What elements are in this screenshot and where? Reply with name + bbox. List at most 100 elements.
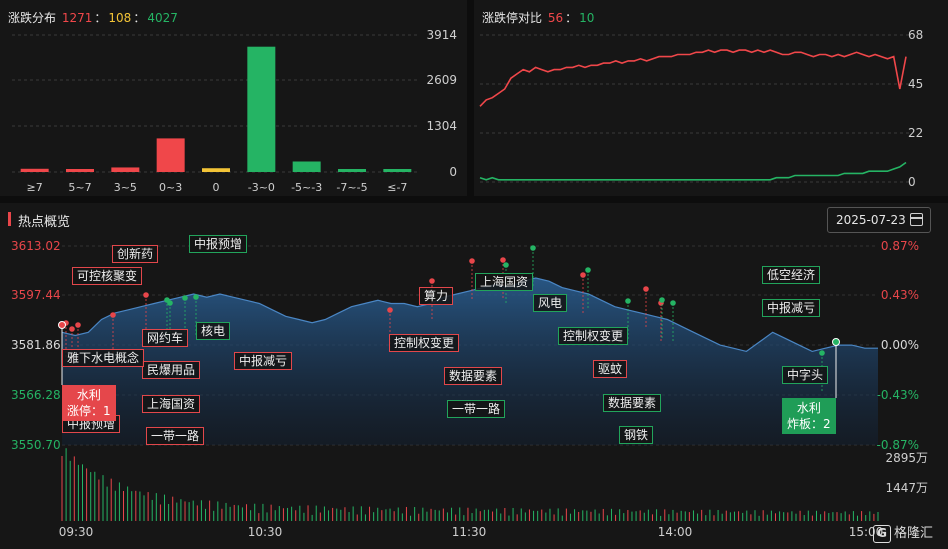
green-marker — [670, 300, 676, 306]
hotspot-title: 热点概览 — [8, 211, 70, 230]
dist-x-tick: 0~3 — [159, 181, 182, 194]
price-tick: 3581.86 — [11, 338, 61, 352]
featured-limit-up-name: 水利 — [76, 388, 101, 402]
tag-loss-reduction-green[interactable]: 中报减亏 — [762, 299, 821, 317]
dist-bar — [66, 169, 94, 172]
ratio-y-tick: 0 — [908, 175, 916, 189]
time-tick: 15:00 — [849, 525, 884, 539]
featured-broken-card[interactable]: 水利 炸板：2 — [782, 398, 836, 434]
tag-steel[interactable]: 钢铁 — [619, 426, 654, 444]
green-marker — [167, 300, 173, 306]
brand-logo-icon: G — [873, 525, 891, 543]
dist-x-tick: ≤-7 — [387, 181, 407, 194]
red-marker — [500, 257, 506, 263]
featured-red-marker — [58, 321, 66, 329]
dist-x-tick: -5~-3 — [291, 181, 322, 194]
green-marker — [585, 267, 591, 273]
green-marker — [625, 298, 631, 304]
red-marker — [75, 322, 81, 328]
limit-ratio-line-chart: 68 45 22 0 — [479, 28, 923, 189]
tag-nuclear-power[interactable]: 核电 — [196, 322, 231, 340]
tag-data-element-green[interactable]: 数据要素 — [603, 394, 662, 412]
dist-bar — [292, 161, 321, 172]
up-count: 1271 — [61, 11, 93, 25]
red-marker — [469, 258, 475, 264]
limit-down-count: 10 — [579, 11, 595, 25]
dist-x-tick: 0 — [213, 181, 220, 194]
limit-up-count: 56 — [547, 11, 564, 25]
green-marker — [193, 294, 199, 300]
dist-x-tick: 3~5 — [114, 181, 137, 194]
dist-x-tick: -3~0 — [248, 181, 275, 194]
pct-tick: -0.43% — [877, 388, 919, 402]
red-marker — [429, 278, 435, 284]
tag-belt-road-red[interactable]: 一带一路 — [146, 427, 205, 445]
time-tick: 09:30 — [59, 525, 94, 539]
tag-profit-increase-green[interactable]: 中报预增 — [189, 235, 248, 253]
pct-tick: -0.87% — [877, 438, 919, 452]
tag-loss-reduction-red[interactable]: 中报减亏 — [234, 352, 293, 370]
tag-ride-hailing[interactable]: 网约车 — [142, 329, 189, 347]
featured-broken-name: 水利 — [796, 401, 821, 415]
tag-low-altitude[interactable]: 低空经济 — [762, 266, 821, 284]
flat-count: 108 — [108, 11, 132, 25]
tag-shanghai-sasac-red[interactable]: 上海国资 — [142, 395, 201, 413]
tag-wind-power[interactable]: 风电 — [533, 294, 568, 312]
price-tick: 3613.02 — [11, 239, 61, 253]
index-area — [62, 278, 878, 445]
green-marker — [503, 262, 509, 268]
calendar-icon[interactable] — [910, 213, 923, 226]
tag-data-element-red[interactable]: 数据要素 — [444, 367, 503, 385]
tag-yarlung-hydropower[interactable]: 雅下水电概念 — [62, 349, 145, 367]
distribution-panel: 涨跌分布 1271： 108： 4027 3914 2609 1304 0 ≥7 5~7 3~5… — [0, 0, 467, 196]
ratio-y-tick: 68 — [908, 28, 923, 42]
featured-limit-up-card[interactable]: 水利 涨停：1 — [62, 385, 116, 421]
limit-up-line — [479, 49, 907, 107]
red-marker — [580, 272, 586, 278]
distribution-bar-chart: 3914 2609 1304 0 ≥7 5~7 3~5 0~3 0 -3~0 -5~-3 -7~-5 ≤… — [12, 28, 457, 194]
tag-control-change-red[interactable]: 控制权变更 — [389, 334, 460, 352]
ratio-y-tick: 22 — [908, 126, 923, 140]
time-tick: 10:30 — [248, 525, 283, 539]
tag-innovative-drug[interactable]: 创新药 — [112, 245, 159, 263]
hotspot-panel: 热点概览 2025-07-23 3613.02 0.87% 3597.44 0.43%… — [0, 203, 948, 549]
green-marker — [530, 245, 536, 251]
brand-logo: G 格隆汇 — [873, 522, 933, 543]
ratio-y-tick: 45 — [908, 77, 923, 91]
date-value: 2025-07-23 — [836, 213, 906, 227]
tag-computing-power[interactable]: 算力 — [419, 287, 454, 305]
limit-ratio-panel: 涨跌停对比 56： 10 68 45 22 0 — [474, 0, 948, 196]
green-marker — [182, 295, 188, 301]
tag-cse[interactable]: 中字头 — [782, 366, 829, 384]
red-marker — [143, 292, 149, 298]
tag-nuclear-fusion[interactable]: 可控核聚变 — [72, 267, 143, 285]
distribution-title: 涨跌分布 1271： 108： 4027 — [8, 11, 178, 25]
time-tick: 11:30 — [452, 525, 487, 539]
dist-bar — [111, 167, 140, 172]
tag-civil-explosives[interactable]: 民爆用品 — [142, 361, 201, 379]
dist-y-tick: 0 — [449, 165, 457, 179]
dist-bar — [247, 46, 276, 172]
tag-mosquito-repellent[interactable]: 驱蚊 — [593, 360, 628, 378]
ratio-title: 涨跌停对比 56： 10 — [482, 11, 595, 25]
featured-green-marker — [832, 338, 840, 346]
dist-bar — [156, 138, 185, 172]
green-marker — [659, 297, 665, 303]
volume-tick: 1447万 — [885, 481, 928, 495]
price-tick: 3597.44 — [11, 288, 61, 302]
tag-belt-road-green[interactable]: 一带一路 — [447, 400, 506, 418]
date-picker[interactable]: 2025-07-23 — [827, 207, 931, 233]
dist-y-tick: 2609 — [426, 73, 457, 87]
tag-shanghai-sasac-green[interactable]: 上海国资 — [475, 273, 534, 291]
price-tick: 3566.28 — [11, 388, 61, 402]
tag-control-change-green[interactable]: 控制权变更 — [558, 327, 629, 345]
dist-x-tick: -7~-5 — [336, 181, 367, 194]
price-tick: 3550.70 — [11, 438, 61, 452]
featured-broken-stat: 炸板：2 — [787, 417, 831, 431]
green-marker — [819, 350, 825, 356]
featured-limit-up-stat: 涨停：1 — [67, 404, 111, 418]
intraday-chart: 3613.02 0.87% 3597.44 0.43% 3581.86 0.00% 3566… — [11, 239, 928, 539]
red-marker — [387, 307, 393, 313]
down-count: 4027 — [147, 11, 178, 25]
pct-tick: 0.87% — [881, 239, 919, 253]
